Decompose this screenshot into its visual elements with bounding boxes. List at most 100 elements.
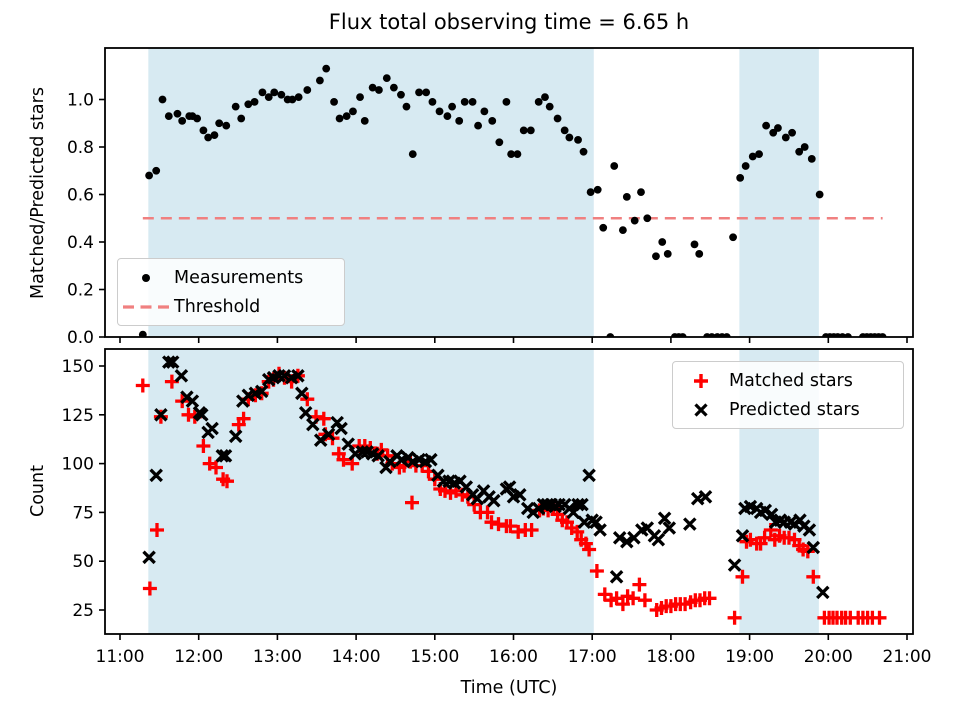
data-point <box>277 90 286 99</box>
predicted-x-icon <box>673 402 729 418</box>
data-point <box>769 128 778 137</box>
data-point <box>610 162 619 170</box>
top-y-axis-label: Matched/Predicted stars <box>28 87 48 299</box>
x-tick-label: 15:00 <box>410 647 459 667</box>
data-point <box>643 214 652 223</box>
data-point <box>164 112 173 121</box>
data-point <box>762 121 771 130</box>
data-point <box>342 112 351 121</box>
data-point <box>526 126 535 135</box>
data-point <box>443 112 452 121</box>
y-tick-label: 150 <box>62 357 94 377</box>
data-point <box>389 83 398 92</box>
data-point <box>349 107 357 116</box>
legend-item-threshold: Threshold <box>118 292 334 321</box>
data-point <box>250 97 259 106</box>
x-tick-label: 19:00 <box>725 647 774 667</box>
data-point <box>545 102 554 111</box>
data-point <box>468 97 477 106</box>
shaded-region <box>739 48 819 337</box>
x-tick-label: 14:00 <box>332 647 381 667</box>
legend-item-matched: Matched stars <box>673 366 893 395</box>
axes-border <box>104 47 914 338</box>
matched-plus-icon <box>673 372 729 390</box>
y-tick-label: 0.4 <box>67 233 94 253</box>
data-point <box>474 121 482 130</box>
data-point <box>541 93 549 102</box>
data-point <box>488 116 497 125</box>
data-point <box>330 97 338 106</box>
legend-label-matched: Matched stars <box>729 370 853 391</box>
data-point <box>158 95 167 104</box>
x-tick-label: 21:00 <box>883 647 932 667</box>
data-point <box>736 173 745 182</box>
data-point <box>519 126 528 135</box>
data-point <box>415 88 423 97</box>
predicted-stars-points <box>142 355 830 600</box>
data-point <box>781 133 790 142</box>
data-group-count <box>135 355 887 625</box>
data-point <box>303 86 312 94</box>
data-point <box>145 171 154 180</box>
legend-label-predicted: Predicted stars <box>729 399 860 420</box>
data-point <box>513 150 522 159</box>
data-point <box>270 88 279 97</box>
data-point <box>480 107 489 116</box>
top-plot-legend: Measurements Threshold <box>117 258 345 326</box>
data-point <box>565 133 574 142</box>
legend-label-threshold: Threshold <box>174 296 261 317</box>
data-point <box>599 223 608 232</box>
data-point <box>152 166 161 175</box>
data-point <box>507 150 516 159</box>
data-point <box>795 147 804 156</box>
y-tick-label: 0.6 <box>67 186 94 206</box>
y-tick-label: 75 <box>72 503 94 523</box>
data-point <box>502 97 511 106</box>
data-point <box>422 88 431 97</box>
data-point <box>630 216 639 225</box>
bottom-y-axis-label: Count <box>28 465 48 517</box>
data-point <box>258 88 267 97</box>
data-point <box>215 119 224 128</box>
data-point <box>210 131 219 140</box>
shaded-region <box>148 349 594 634</box>
data-point <box>774 124 782 132</box>
data-point <box>435 107 444 116</box>
data-point <box>408 150 417 159</box>
data-point <box>402 102 411 111</box>
data-point <box>678 333 687 337</box>
data-point <box>264 93 273 102</box>
data-point <box>722 333 731 337</box>
data-point <box>663 249 672 258</box>
y-tick-label: 0.0 <box>67 328 94 348</box>
data-point <box>534 97 543 106</box>
axes-border <box>104 348 914 635</box>
data-point <box>788 128 796 137</box>
data-point <box>397 90 405 99</box>
chart-title: Flux total observing time = 6.65 h <box>328 10 690 34</box>
data-point <box>748 152 757 161</box>
data-point <box>193 114 202 123</box>
data-point <box>878 333 887 337</box>
x-tick-label: 12:00 <box>174 647 223 667</box>
x-tick-label: 11:00 <box>96 647 145 667</box>
data-point <box>335 114 344 123</box>
data-point <box>294 93 303 102</box>
data-point <box>815 190 824 199</box>
data-point <box>695 249 704 258</box>
data-point <box>382 74 391 83</box>
data-point <box>637 188 645 197</box>
data-point <box>593 185 602 194</box>
measurements-dot-icon <box>118 273 174 282</box>
data-point <box>237 114 246 123</box>
data-point <box>553 114 562 123</box>
data-point <box>375 86 383 94</box>
data-point <box>448 102 457 111</box>
y-tick-label: 100 <box>62 455 94 475</box>
y-tick-label: 25 <box>72 601 94 621</box>
data-point <box>807 154 816 163</box>
data-point <box>658 238 667 246</box>
y-tick-label: 0.8 <box>67 138 94 158</box>
data-point <box>729 233 737 242</box>
x-tick-label: 16:00 <box>489 647 538 667</box>
